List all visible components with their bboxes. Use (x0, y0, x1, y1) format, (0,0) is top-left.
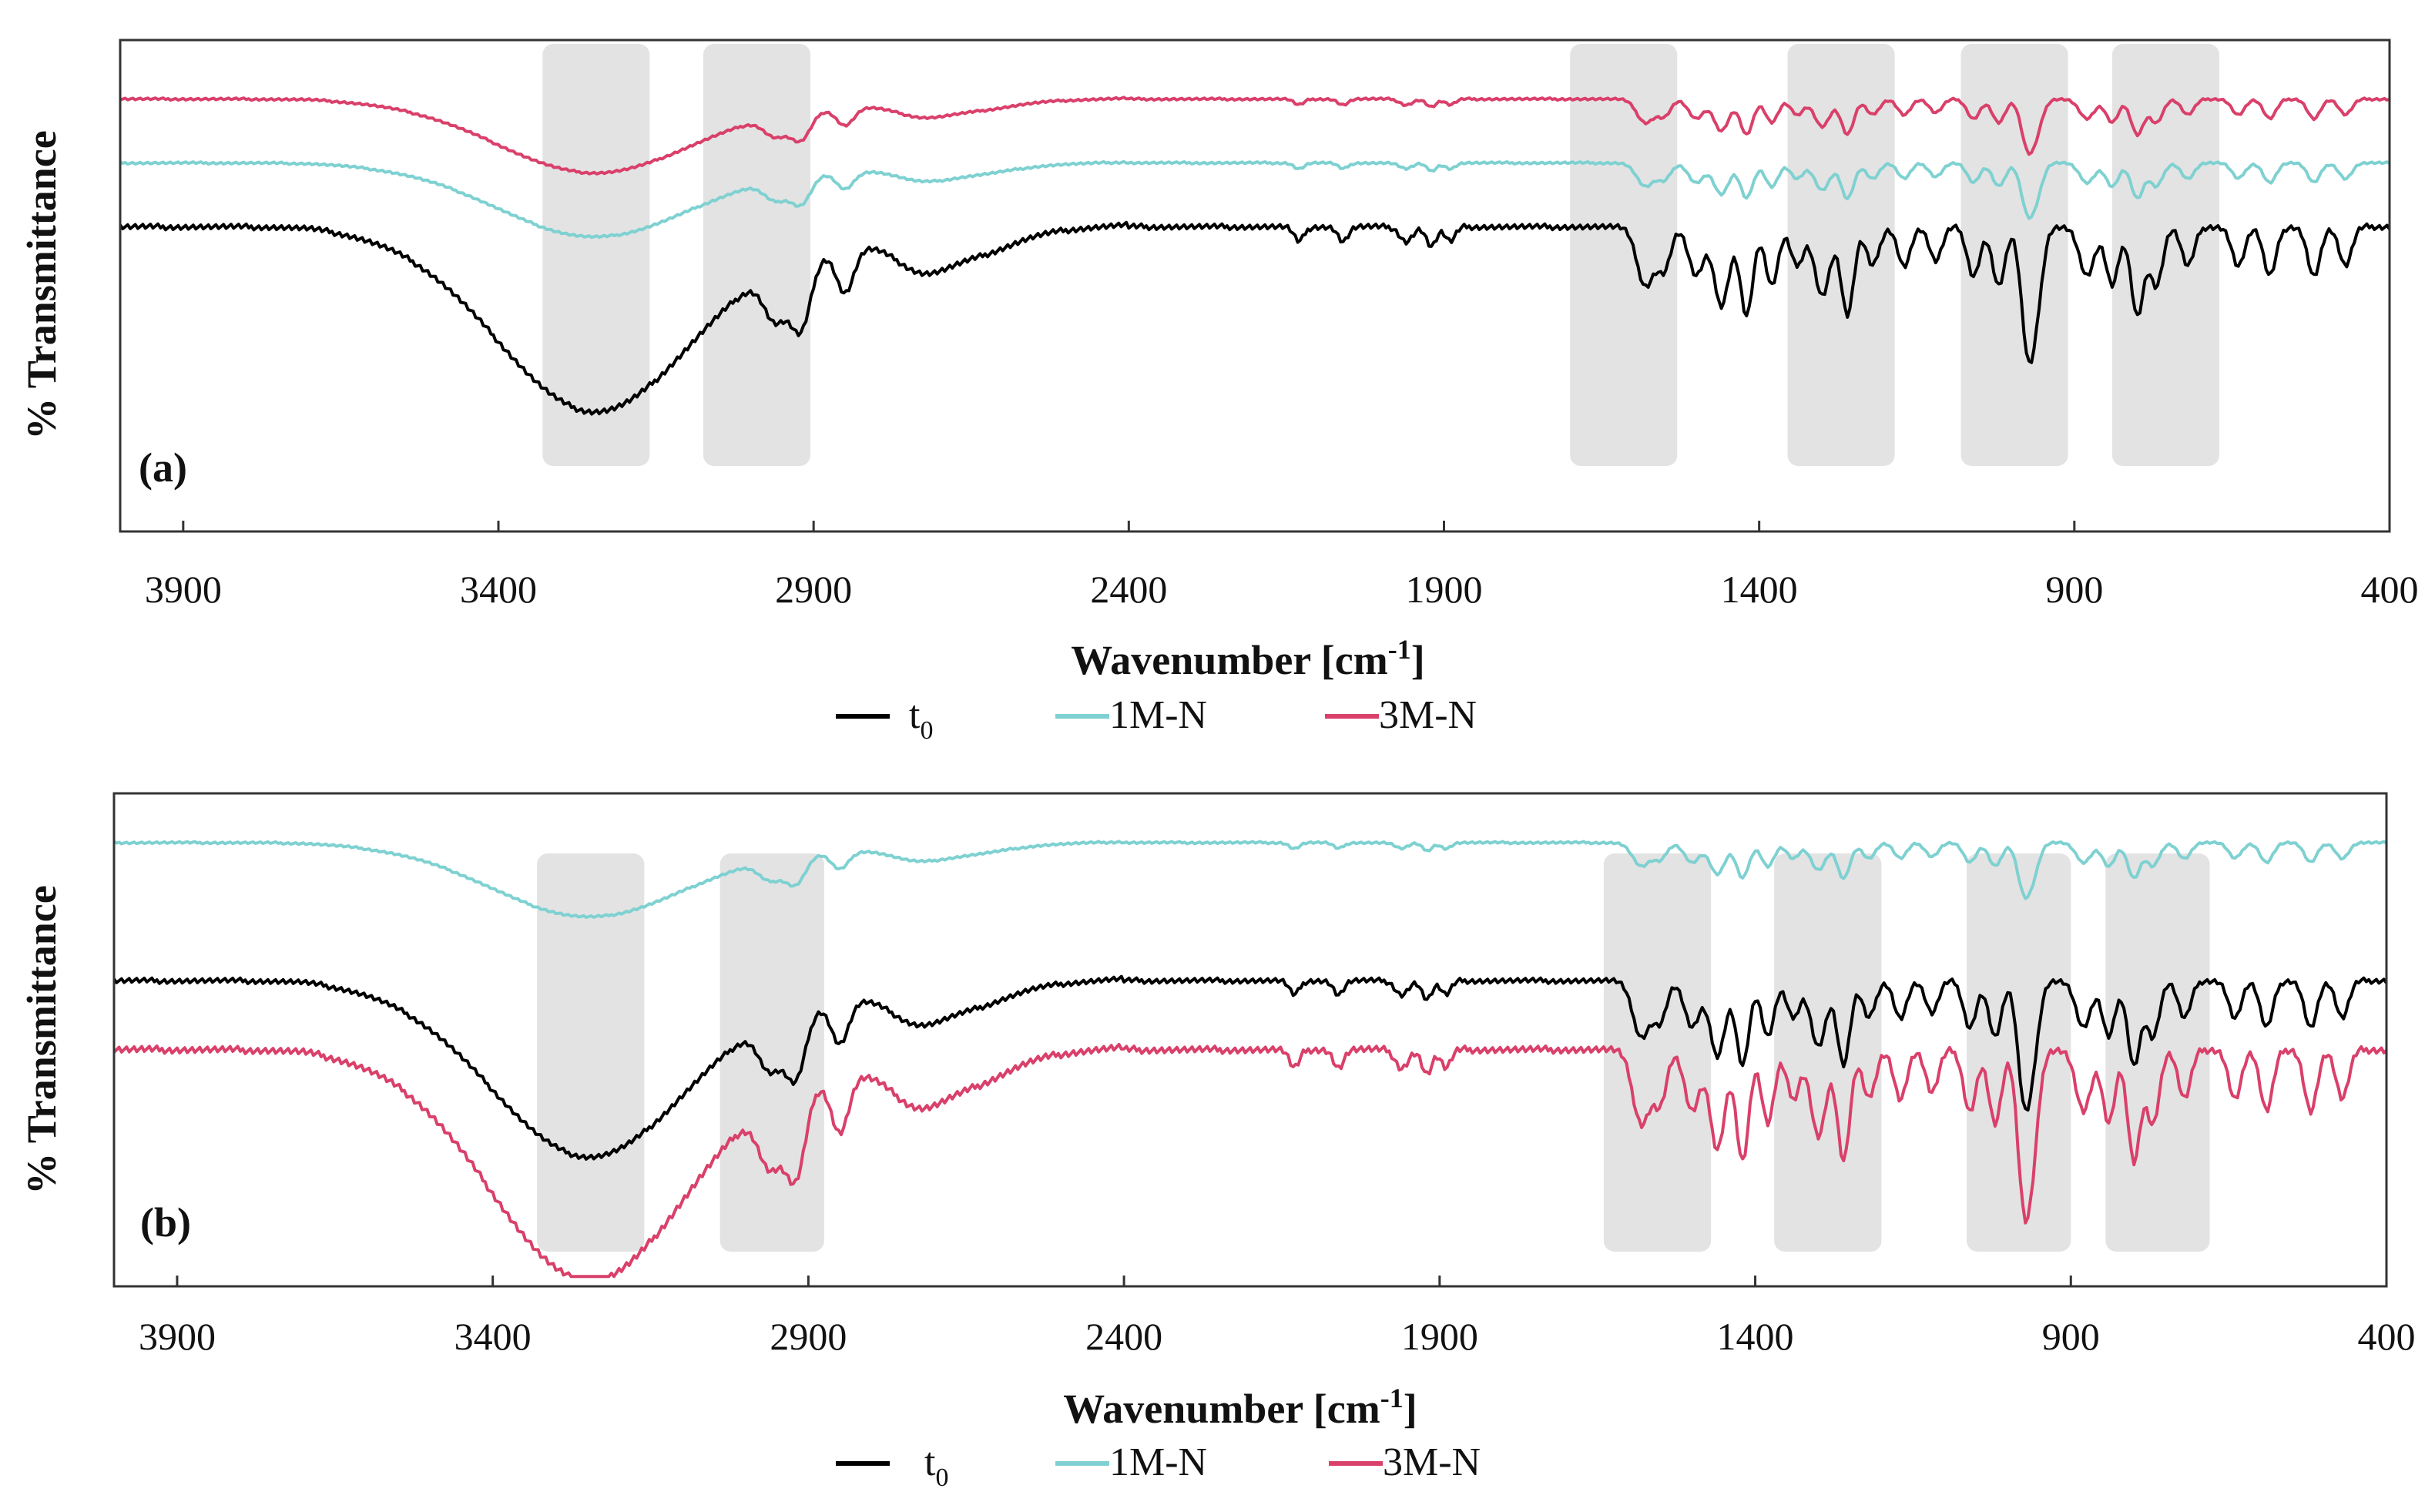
panel-a-legend: t0 1M-N 3M-N (836, 693, 1477, 745)
panel-a-x-tick-label-2: 2900 (775, 568, 852, 611)
panel-a-x-tick-label-4: 1900 (1406, 568, 1483, 611)
panel-a-label: (a) (139, 444, 187, 491)
legend-b-label-t0: t0 (924, 1440, 948, 1492)
panel-a-plot-frame (119, 39, 2391, 533)
panel-a-series-t0 (119, 220, 2391, 416)
panel-a-highlight-band-1 (542, 44, 650, 466)
panel-b-xlabel-main: Wavenumber [cm (1063, 1386, 1380, 1432)
panel-b-x-axis-title: Wavenumber [cm-1] (1063, 1383, 1417, 1432)
panel-b-tick-labels: 3900 3400 2900 2400 1900 1400 900 400 (139, 1315, 2416, 1358)
panel-a-xlabel-sup: -1 (1388, 634, 1411, 665)
panel-a-highlight-band-4 (1787, 44, 1895, 466)
panel-b-xlabel-sup: -1 (1380, 1383, 1404, 1413)
panel-b-xlabel-end: ] (1404, 1386, 1417, 1432)
legend-b-label-1m: 1M-N (1109, 1440, 1207, 1484)
panel-a: 3900 3400 2900 2400 1900 1400 900 400 (a) % Tra… (18, 39, 2419, 745)
panel-b-series-1m-n (112, 840, 2388, 919)
panel-b-highlight-band-6 (2105, 853, 2210, 1252)
panel-a-x-tick-label-3: 2400 (1090, 568, 1167, 611)
panel-b-highlight-band-4 (1774, 853, 1882, 1252)
panel-b-x-tick-label-3: 2400 (1085, 1315, 1162, 1358)
panel-b: 3900 3400 2900 2400 1900 1400 900 400 (b) % Tra… (18, 792, 2416, 1492)
panel-a-xlabel-main: Wavenumber [cm (1071, 637, 1387, 683)
panel-a-tick-labels: 3900 3400 2900 2400 1900 1400 900 400 (145, 568, 2419, 611)
panel-b-y-axis-title: % Transmittance (18, 885, 65, 1194)
panel-a-x-tick-label-6: 900 (2045, 568, 2103, 611)
panel-b-series-t0 (112, 974, 2388, 1161)
legend-a-label-t0: t0 (909, 693, 933, 745)
panel-a-series-1m-n (119, 159, 2391, 240)
panel-a-x-tick-label-5: 1400 (1721, 568, 1798, 611)
panel-b-label: (b) (140, 1199, 191, 1245)
panel-a-highlight-band-5 (1960, 44, 2068, 466)
panel-b-x-tick-label-2: 2900 (770, 1315, 847, 1358)
panel-a-highlight-band-3 (1570, 44, 1678, 466)
panel-b-x-tick-label-0: 3900 (139, 1315, 216, 1358)
panel-b-highlight-band-3 (1603, 853, 1712, 1252)
panel-b-x-tick-label-1: 3400 (454, 1315, 532, 1358)
panel-b-bands (537, 853, 2210, 1252)
panel-a-xlabel-end: ] (1411, 637, 1425, 683)
panel-a-x-tick-label-1: 3400 (460, 568, 537, 611)
panel-b-x-tick-label-6: 900 (2042, 1315, 2100, 1358)
panel-a-x-axis-title: Wavenumber [cm-1] (1071, 634, 1424, 683)
panel-a-bands (542, 44, 2220, 466)
panel-b-series (112, 840, 2388, 1279)
panel-b-series-3m-n (112, 1043, 2388, 1279)
panel-a-ticks (182, 521, 2391, 531)
legend-b-label-3m: 3M-N (1383, 1440, 1481, 1484)
panel-b-x-tick-label-7: 400 (2358, 1315, 2416, 1358)
panel-a-highlight-band-2 (703, 44, 811, 466)
panel-b-x-tick-label-5: 1400 (1717, 1315, 1794, 1358)
panel-b-plot-frame (112, 792, 2388, 1288)
panel-a-highlight-band-6 (2111, 44, 2220, 466)
panel-a-x-tick-label-0: 3900 (145, 568, 222, 611)
legend-a-label-3m: 3M-N (1379, 693, 1477, 737)
panel-b-ticks (176, 1276, 2388, 1286)
panel-a-x-tick-label-7: 400 (2361, 568, 2419, 611)
panel-b-x-tick-label-4: 1900 (1401, 1315, 1478, 1358)
panel-b-legend: t0 1M-N 3M-N (836, 1440, 1481, 1492)
panel-a-y-axis-title: % Transmittance (18, 130, 65, 439)
legend-a-label-1m: 1M-N (1109, 693, 1207, 737)
panel-b-highlight-band-2 (719, 853, 824, 1252)
panel-a-series-3m-n (119, 96, 2390, 176)
panel-a-series (119, 96, 2391, 416)
